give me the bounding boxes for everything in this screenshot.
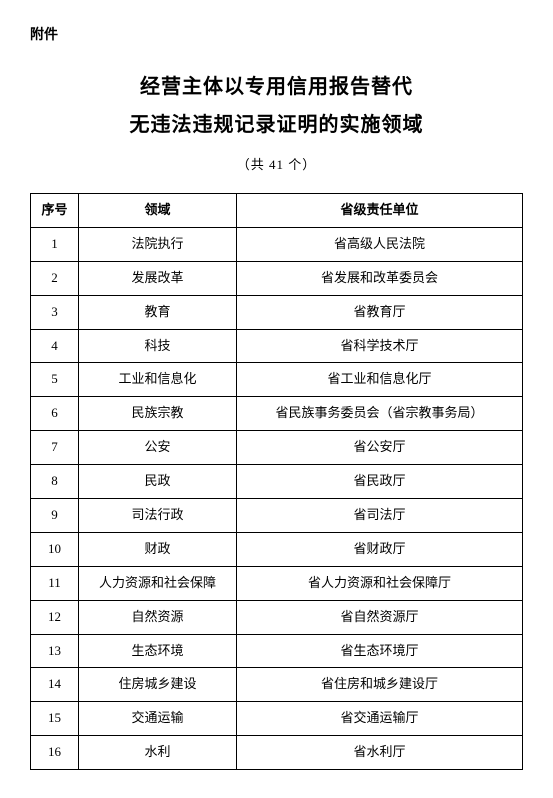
cell-unit: 省生态环境厅 bbox=[237, 634, 523, 668]
domain-table: 序号 领域 省级责任单位 1法院执行省高级人民法院2发展改革省发展和改革委员会3… bbox=[30, 193, 523, 770]
cell-domain: 民政 bbox=[79, 465, 237, 499]
table-row: 9司法行政省司法厅 bbox=[31, 499, 523, 533]
cell-index: 9 bbox=[31, 499, 79, 533]
cell-unit: 省住房和城乡建设厅 bbox=[237, 668, 523, 702]
table-row: 15交通运输省交通运输厅 bbox=[31, 702, 523, 736]
table-row: 13生态环境省生态环境厅 bbox=[31, 634, 523, 668]
cell-index: 2 bbox=[31, 261, 79, 295]
header-index: 序号 bbox=[31, 194, 79, 228]
cell-unit: 省公安厅 bbox=[237, 431, 523, 465]
table-row: 11人力资源和社会保障省人力资源和社会保障厅 bbox=[31, 566, 523, 600]
cell-unit: 省财政厅 bbox=[237, 532, 523, 566]
table-row: 8民政省民政厅 bbox=[31, 465, 523, 499]
cell-domain: 财政 bbox=[79, 532, 237, 566]
cell-domain: 发展改革 bbox=[79, 261, 237, 295]
cell-domain: 法院执行 bbox=[79, 227, 237, 261]
cell-domain: 人力资源和社会保障 bbox=[79, 566, 237, 600]
table-row: 5工业和信息化省工业和信息化厅 bbox=[31, 363, 523, 397]
table-row: 10财政省财政厅 bbox=[31, 532, 523, 566]
cell-domain: 公安 bbox=[79, 431, 237, 465]
cell-domain: 工业和信息化 bbox=[79, 363, 237, 397]
cell-domain: 科技 bbox=[79, 329, 237, 363]
cell-index: 13 bbox=[31, 634, 79, 668]
cell-unit: 省自然资源厅 bbox=[237, 600, 523, 634]
table-row: 12自然资源省自然资源厅 bbox=[31, 600, 523, 634]
cell-domain: 住房城乡建设 bbox=[79, 668, 237, 702]
cell-unit: 省交通运输厅 bbox=[237, 702, 523, 736]
table-row: 2发展改革省发展和改革委员会 bbox=[31, 261, 523, 295]
cell-domain: 交通运输 bbox=[79, 702, 237, 736]
cell-index: 8 bbox=[31, 465, 79, 499]
table-row: 7公安省公安厅 bbox=[31, 431, 523, 465]
cell-index: 11 bbox=[31, 566, 79, 600]
cell-index: 14 bbox=[31, 668, 79, 702]
cell-domain: 司法行政 bbox=[79, 499, 237, 533]
cell-index: 5 bbox=[31, 363, 79, 397]
table-row: 4科技省科学技术厅 bbox=[31, 329, 523, 363]
cell-unit: 省民政厅 bbox=[237, 465, 523, 499]
cell-unit: 省发展和改革委员会 bbox=[237, 261, 523, 295]
title-block: 经营主体以专用信用报告替代 无违法违规记录证明的实施领域 （共 41 个） bbox=[30, 68, 523, 173]
cell-unit: 省科学技术厅 bbox=[237, 329, 523, 363]
cell-domain: 教育 bbox=[79, 295, 237, 329]
cell-domain: 自然资源 bbox=[79, 600, 237, 634]
cell-index: 3 bbox=[31, 295, 79, 329]
cell-unit: 省工业和信息化厅 bbox=[237, 363, 523, 397]
cell-index: 1 bbox=[31, 227, 79, 261]
cell-unit: 省司法厅 bbox=[237, 499, 523, 533]
cell-domain: 生态环境 bbox=[79, 634, 237, 668]
cell-index: 10 bbox=[31, 532, 79, 566]
attachment-label: 附件 bbox=[30, 24, 523, 44]
cell-domain: 民族宗教 bbox=[79, 397, 237, 431]
table-row: 16水利省水利厅 bbox=[31, 736, 523, 770]
table-row: 6民族宗教省民族事务委员会（省宗教事务局） bbox=[31, 397, 523, 431]
table-row: 1法院执行省高级人民法院 bbox=[31, 227, 523, 261]
table-header-row: 序号 领域 省级责任单位 bbox=[31, 194, 523, 228]
cell-index: 7 bbox=[31, 431, 79, 465]
cell-unit: 省民族事务委员会（省宗教事务局） bbox=[237, 397, 523, 431]
cell-index: 6 bbox=[31, 397, 79, 431]
cell-index: 12 bbox=[31, 600, 79, 634]
cell-unit: 省教育厅 bbox=[237, 295, 523, 329]
cell-index: 16 bbox=[31, 736, 79, 770]
header-unit: 省级责任单位 bbox=[237, 194, 523, 228]
subtitle: （共 41 个） bbox=[30, 154, 523, 173]
cell-index: 4 bbox=[31, 329, 79, 363]
table-row: 3教育省教育厅 bbox=[31, 295, 523, 329]
cell-unit: 省高级人民法院 bbox=[237, 227, 523, 261]
cell-domain: 水利 bbox=[79, 736, 237, 770]
header-domain: 领域 bbox=[79, 194, 237, 228]
cell-unit: 省水利厅 bbox=[237, 736, 523, 770]
cell-unit: 省人力资源和社会保障厅 bbox=[237, 566, 523, 600]
title-line-2: 无违法违规记录证明的实施领域 bbox=[30, 106, 523, 144]
cell-index: 15 bbox=[31, 702, 79, 736]
table-row: 14住房城乡建设省住房和城乡建设厅 bbox=[31, 668, 523, 702]
title-line-1: 经营主体以专用信用报告替代 bbox=[30, 68, 523, 106]
